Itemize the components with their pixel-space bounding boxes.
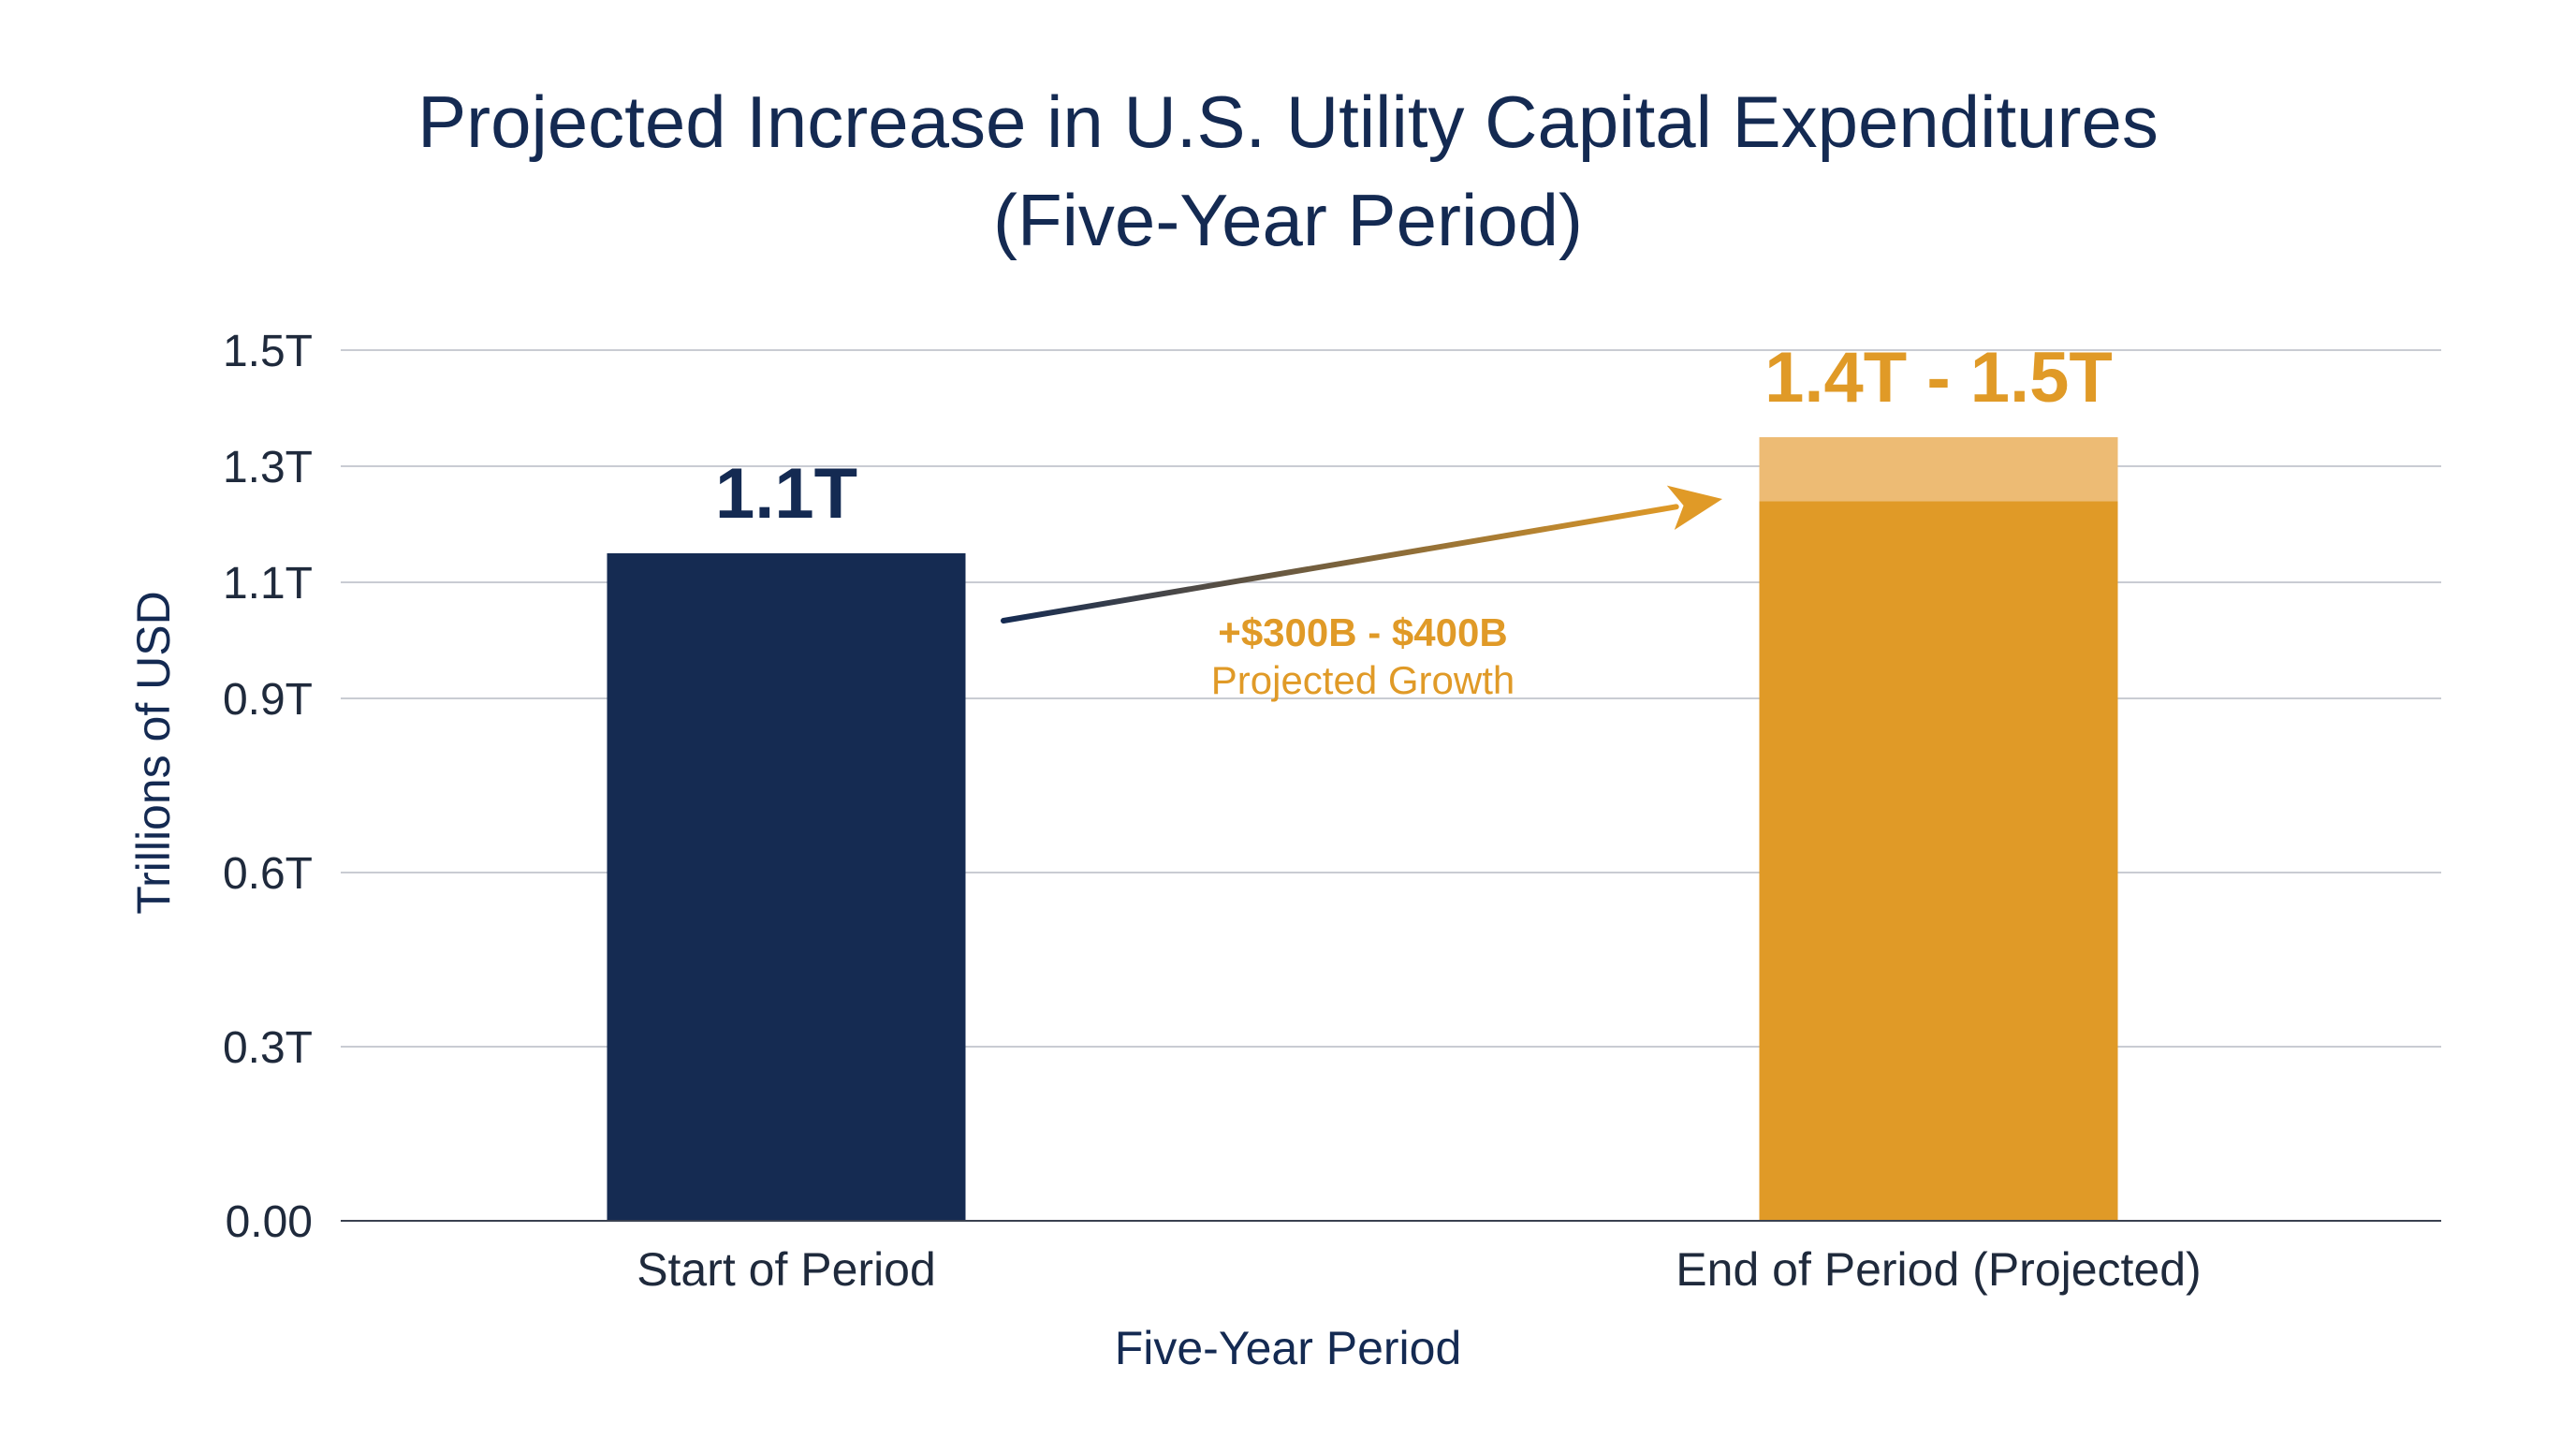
y-tick-label: 0.3T	[223, 1023, 313, 1073]
chart-title-line2: (Five-Year Period)	[993, 179, 1583, 261]
x-axis-categories: Start of Period End of Period (Projected)	[637, 1243, 2202, 1296]
y-axis-ticks: 0.00 0.3T 0.6T 0.9T 1.1T 1.3T 1.5T	[223, 327, 313, 1247]
y-axis-title: Trillions of USD	[127, 591, 180, 914]
chart-title-line1: Projected Increase in U.S. Utility Capit…	[417, 81, 2159, 163]
bars	[607, 437, 2118, 1221]
bar-value-label: 1.4T - 1.5T	[1764, 338, 2113, 418]
bar-value-label: 1.1T	[715, 454, 857, 534]
growth-annotation-value: +$300B - $400B	[1218, 610, 1507, 654]
y-tick-label: 0.9T	[223, 675, 313, 725]
x-category-label: Start of Period	[637, 1243, 936, 1296]
y-tick-label: 1.3T	[223, 443, 313, 492]
y-tick-label: 0.6T	[223, 849, 313, 899]
growth-arrow-head	[1666, 485, 1722, 531]
data-labels: 1.1T 1.4T - 1.5T	[715, 338, 2113, 534]
x-category-label: End of Period (Projected)	[1676, 1243, 2201, 1296]
y-tick-label: 0.00	[226, 1197, 313, 1247]
bar-start-of-period	[607, 553, 966, 1221]
x-axis-title: Five-Year Period	[1115, 1322, 1462, 1374]
y-tick-label: 1.1T	[223, 559, 313, 609]
bar-projected-range	[1759, 437, 2118, 502]
growth-annotation-label: Projected Growth	[1211, 658, 1515, 702]
growth-arrow	[1001, 504, 1679, 624]
bar-end-of-period	[1759, 501, 2118, 1221]
y-tick-label: 1.5T	[223, 327, 313, 376]
